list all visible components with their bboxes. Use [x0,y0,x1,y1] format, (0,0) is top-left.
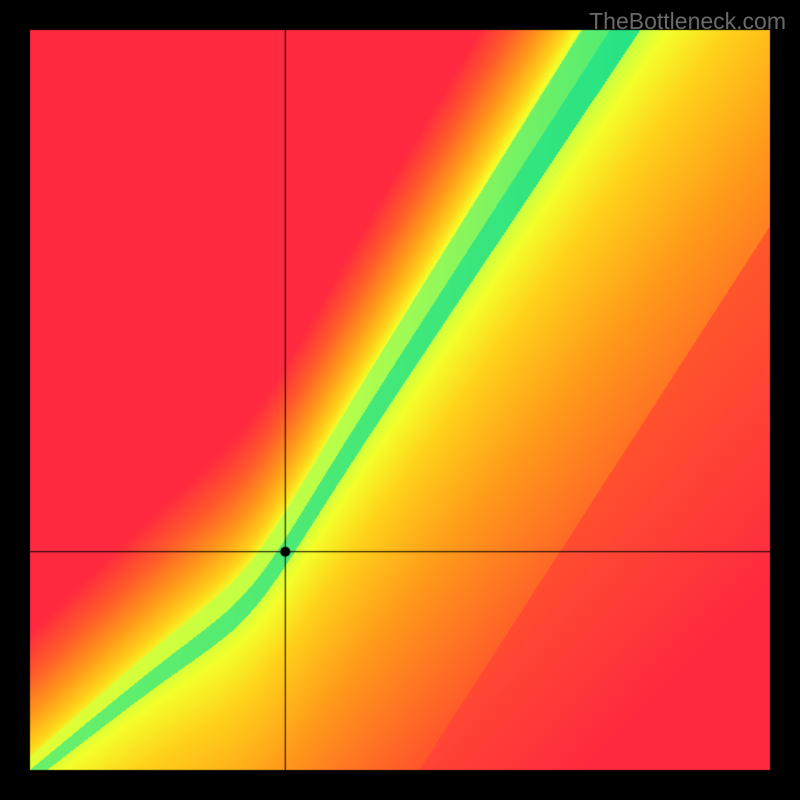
chart-container: TheBottleneck.com [0,0,800,800]
bottleneck-heatmap-canvas [0,0,800,800]
watermark-text: TheBottleneck.com [589,8,786,35]
